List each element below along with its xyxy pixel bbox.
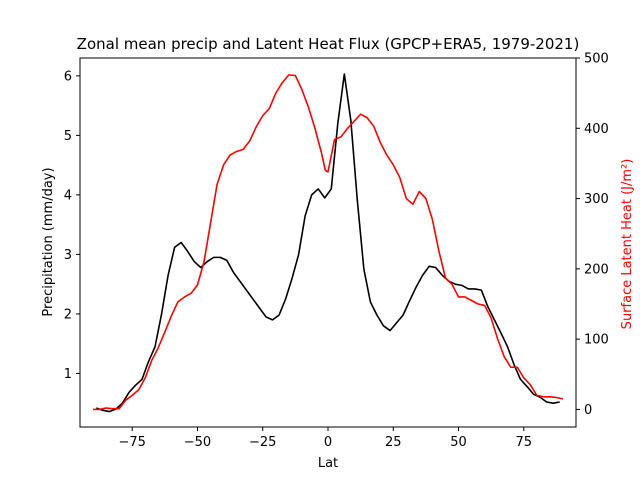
x-tick-label: 75 (516, 435, 533, 450)
y-right-tick-label: 0 (584, 403, 592, 418)
y-right-tick-label: 400 (584, 122, 609, 137)
plot-lines (93, 73, 564, 413)
y-left-tick-label: 1 (64, 367, 72, 382)
chart-title: Zonal mean precip and Latent Heat Flux (… (77, 35, 580, 53)
latent-heat-line (93, 74, 564, 411)
y-left-tick-label: 6 (64, 69, 72, 84)
y-right-tick-label: 100 (584, 333, 609, 348)
precipitation-line (96, 73, 560, 413)
axis-ticks: −75 −50 −25 0 25 50 75 1 2 3 4 5 6 0 100 200 300 400 500 (64, 52, 609, 451)
y-axis-label-right: Surface Latent Heat (J/m²) (620, 159, 635, 330)
x-axis-label: Lat (318, 456, 338, 471)
plot-frame (79, 57, 577, 428)
x-tick-label: −50 (184, 435, 211, 450)
y-left-tick-label: 4 (64, 188, 72, 203)
y-axis-label-left: Precipitation (mm/day) (41, 167, 56, 316)
x-tick-label: 25 (385, 435, 402, 450)
y-left-tick-label: 3 (64, 248, 72, 263)
y-right-tick-label: 500 (584, 52, 609, 67)
x-tick-label: −75 (118, 435, 145, 450)
x-tick-label: 0 (324, 435, 332, 450)
x-tick-label: 50 (450, 435, 467, 450)
y-right-tick-label: 200 (584, 262, 609, 277)
y-left-tick-label: 5 (64, 129, 72, 144)
y-left-tick-label: 2 (64, 307, 72, 322)
y-right-tick-label: 300 (584, 192, 609, 207)
x-tick-label: −25 (249, 435, 276, 450)
